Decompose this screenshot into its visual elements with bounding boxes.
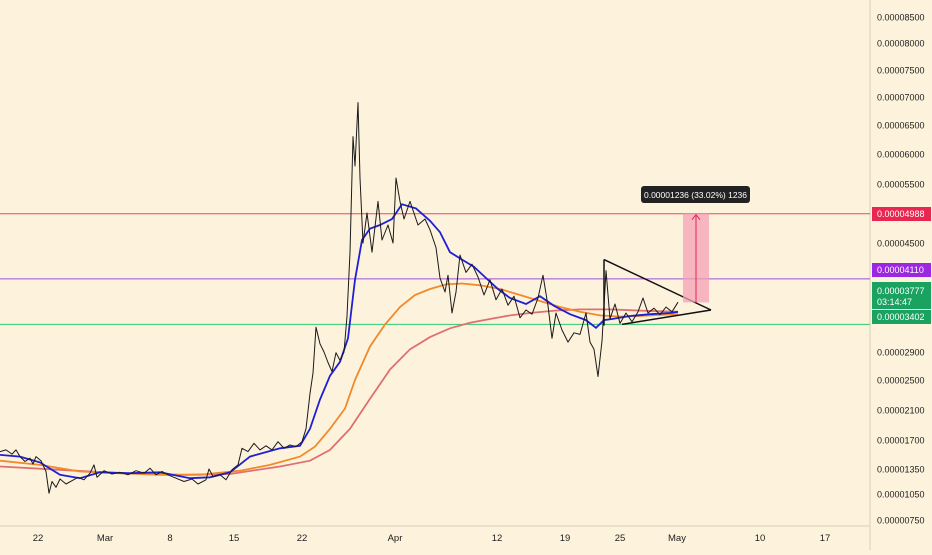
price-tick-label: 0.00007500 <box>877 66 925 76</box>
support-price-label[interactable]: 0.00003402 <box>872 310 931 324</box>
time-tick-label: May <box>668 533 686 544</box>
time-tick-label: 25 <box>615 533 626 544</box>
time-tick-label: 22 <box>33 533 44 544</box>
resistance-price-label-bg <box>872 263 931 277</box>
time-tick-label: Apr <box>388 533 403 544</box>
fast-moving-average-line <box>0 203 679 480</box>
countdown-text: 03:14:47 <box>877 297 912 307</box>
time-tick-label: 19 <box>560 533 571 544</box>
time-axis[interactable]: 22 Mar 8 15 22 Apr 12 19 25 May 10 17 <box>33 533 831 544</box>
moving-averages <box>0 203 679 480</box>
time-tick-label: 15 <box>229 533 240 544</box>
measure-label: 0.00001236 (33.02%) 1236 <box>641 186 750 203</box>
time-tick-label: 17 <box>820 533 831 544</box>
price-tick-label: 0.00002100 <box>877 406 925 416</box>
price-tick-label: 0.00001700 <box>877 436 925 446</box>
price-tick-label: 0.00006500 <box>877 121 925 131</box>
price-tick-label: 0.00000750 <box>877 516 925 526</box>
current-price-label-bg <box>872 282 931 309</box>
drawings: 0.00001236 (33.02%) 1236 <box>603 186 750 326</box>
price-tick-label: 0.00002500 <box>877 376 925 386</box>
price-labels: 0.000049880.000041100.0000377703:14:470.… <box>872 207 931 324</box>
price-tick-label: 0.00007000 <box>877 93 925 103</box>
measure-arrow-head <box>691 213 701 221</box>
price-tick-label: 0.00006000 <box>877 150 925 160</box>
price-series <box>0 102 679 494</box>
triangle-lower-trendline <box>621 309 712 326</box>
price-line <box>0 102 679 494</box>
price-tick-label: 0.00008500 <box>877 13 925 23</box>
horizontal-lines <box>0 213 870 325</box>
target-price-label-text: 0.00004988 <box>877 209 925 219</box>
measure-label-bg <box>641 186 750 203</box>
target-price-label[interactable]: 0.00004988 <box>872 207 931 221</box>
time-tick-label: 10 <box>755 533 766 544</box>
resistance-price-label-text: 0.00004110 <box>877 265 924 275</box>
measure-label-text: 0.00001236 (33.02%) 1236 <box>644 190 747 200</box>
target-price-label-bg <box>872 207 931 221</box>
support-price-label-text: 0.00003402 <box>877 312 925 322</box>
price-tick-label: 0.00001050 <box>877 490 925 500</box>
support-price-label-bg <box>872 310 931 324</box>
price-tick-label: 0.00002900 <box>877 348 925 358</box>
price-tick-label: 0.00004500 <box>877 239 925 249</box>
current-price-text: 0.00003777 <box>877 286 925 296</box>
price-tick-label: 0.00001350 <box>877 465 925 475</box>
time-tick-label: 22 <box>297 533 308 544</box>
price-tick-label: 0.00005500 <box>877 180 925 190</box>
resistance-price-label[interactable]: 0.00004110 <box>872 263 931 277</box>
time-tick-label: Mar <box>97 533 113 544</box>
mid-moving-average-line <box>0 282 679 476</box>
price-tick-label: 0.00008000 <box>877 39 925 49</box>
time-tick-label: 8 <box>167 533 172 544</box>
time-tick-label: 12 <box>492 533 503 544</box>
